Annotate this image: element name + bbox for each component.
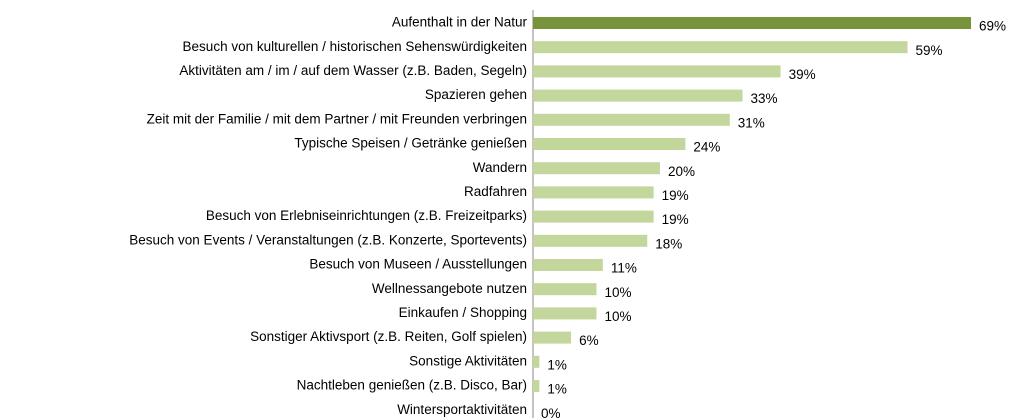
bar — [533, 41, 908, 54]
category-label: Besuch von Erlebniseinrichtungen (z.B. F… — [206, 208, 527, 223]
value-label: 10% — [604, 285, 631, 300]
category-label: Aufenthalt in der Natur — [392, 15, 528, 30]
value-label: 10% — [604, 309, 631, 324]
value-label: 69% — [979, 19, 1006, 34]
value-label: 33% — [750, 91, 777, 106]
category-label: Wandern — [473, 160, 527, 175]
value-label: 20% — [668, 164, 695, 179]
bar — [533, 113, 730, 126]
category-label: Aktivitäten am / im / auf dem Wasser (z.… — [179, 63, 527, 78]
bar — [533, 65, 781, 78]
category-label: Typische Speisen / Getränke genießen — [294, 136, 527, 151]
value-label: 6% — [579, 333, 599, 348]
value-label: 24% — [693, 140, 720, 155]
bar — [533, 210, 654, 223]
value-label: 19% — [662, 188, 689, 203]
value-label: 31% — [738, 115, 765, 130]
value-label: 39% — [789, 67, 816, 82]
category-label: Wellnessangebote nutzen — [372, 281, 527, 296]
bar — [533, 89, 743, 102]
category-label: Besuch von Events / Veranstaltungen (z.B… — [129, 232, 527, 247]
category-label: Besuch von Museen / Ausstellungen — [309, 257, 527, 272]
category-label: Zeit mit der Familie / mit dem Partner /… — [147, 111, 527, 126]
value-label: 0% — [541, 406, 561, 418]
category-label: Sonstiger Aktivsport (z.B. Reiten, Golf … — [250, 329, 527, 344]
category-label: Spazieren gehen — [425, 87, 527, 102]
value-label: 1% — [547, 382, 567, 397]
bar — [533, 162, 660, 175]
bar — [533, 17, 971, 29]
bar — [533, 234, 648, 247]
value-label: 11% — [611, 261, 637, 276]
bar — [533, 380, 540, 392]
category-label: Wintersportaktivitäten — [397, 402, 527, 417]
bar — [533, 283, 597, 296]
bar — [533, 307, 597, 320]
bar — [533, 138, 686, 150]
bar — [533, 355, 540, 368]
value-label: 19% — [662, 212, 689, 227]
category-label: Nachtleben genießen (z.B. Disco, Bar) — [297, 378, 527, 393]
value-label: 59% — [916, 43, 943, 58]
value-label: 18% — [655, 236, 682, 251]
bar — [533, 331, 572, 344]
category-label: Radfahren — [464, 184, 527, 199]
category-label: Besuch von kulturellen / historischen Se… — [183, 39, 527, 54]
category-label: Sonstige Aktivitäten — [409, 353, 527, 368]
value-label: 1% — [547, 357, 567, 372]
bar — [533, 259, 603, 271]
category-label: Einkaufen / Shopping — [399, 305, 527, 320]
bar — [533, 186, 654, 199]
